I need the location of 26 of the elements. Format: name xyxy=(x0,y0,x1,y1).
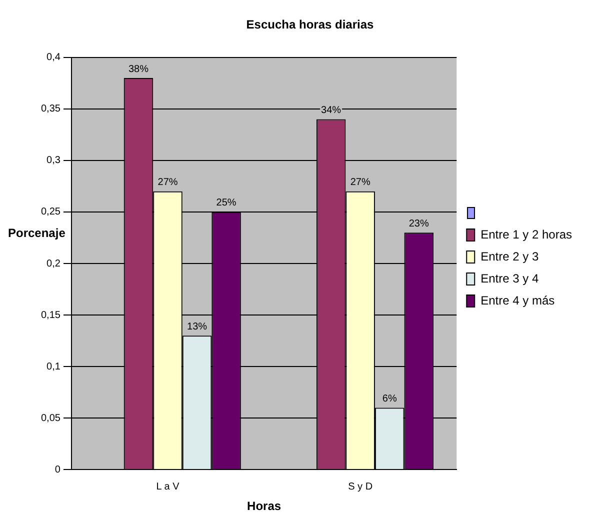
legend-label: Entre 1 y 2 horas xyxy=(480,227,572,242)
data-label: 38% xyxy=(128,64,149,75)
data-label: 13% xyxy=(187,321,208,332)
data-label: 25% xyxy=(216,198,236,209)
legend-label: Entre 3 y 4 xyxy=(480,271,539,286)
y-tick-label: 0,15 xyxy=(40,310,61,321)
x-axis-title: Horas xyxy=(247,499,282,514)
data-label: 6% xyxy=(382,394,397,405)
data-label: 23% xyxy=(408,218,429,230)
y-tick-label: 0,05 xyxy=(40,412,61,424)
y-axis-title: Porcenaje xyxy=(8,226,66,240)
y-tick-label: 0,25 xyxy=(40,206,61,218)
data-label: 27% xyxy=(350,177,370,188)
y-tick-label: 0,2 xyxy=(46,258,61,270)
legend-label: Entre 4 y más xyxy=(480,293,555,308)
y-tick-label: 0,1 xyxy=(46,361,61,372)
data-label: 27% xyxy=(158,177,178,188)
x-tick-label: L a V xyxy=(156,481,180,492)
y-tick-label: 0,3 xyxy=(46,155,61,166)
y-tick-label: 0,35 xyxy=(40,104,61,115)
y-tick-label: 0,4 xyxy=(46,52,61,64)
x-tick-label: S y D xyxy=(348,481,373,492)
y-tick-label: 0 xyxy=(54,464,61,476)
chart-title: Escucha horas diarias xyxy=(246,18,374,32)
legend-label: Entre 2 y 3 xyxy=(480,249,539,264)
data-label: 34% xyxy=(321,104,342,116)
